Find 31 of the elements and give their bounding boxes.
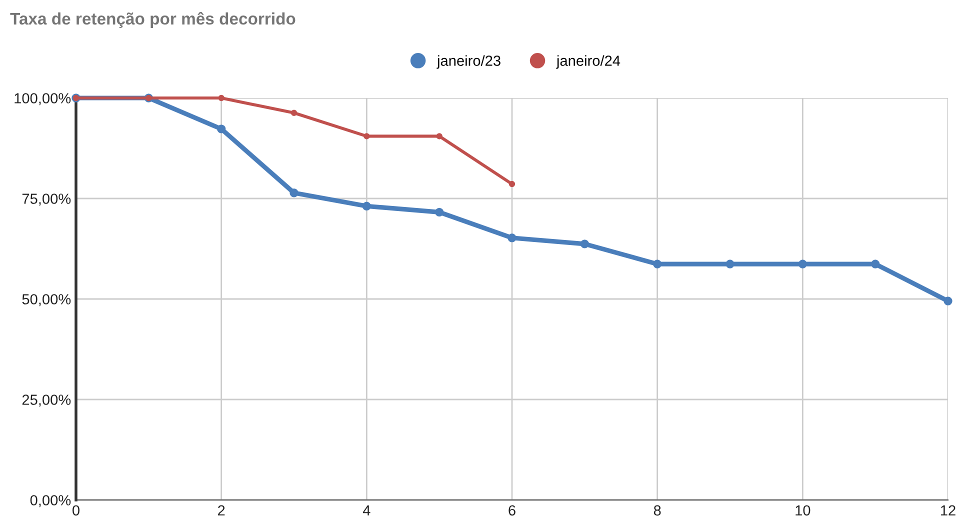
point xyxy=(870,260,880,268)
legend-label: janeiro/24 xyxy=(556,55,620,69)
point xyxy=(216,124,226,134)
x-tick-label: 8 xyxy=(654,505,661,516)
x-tick-label: 4 xyxy=(362,505,370,516)
point xyxy=(508,180,516,188)
point xyxy=(218,94,224,102)
chart-title: Taxa de retenção por mês decorrido xyxy=(10,12,296,28)
y-tick-label: 100,00% xyxy=(14,93,71,106)
point xyxy=(290,110,298,116)
point xyxy=(944,296,952,306)
point xyxy=(580,240,590,248)
y-tick-label: 0,00% xyxy=(30,495,71,508)
x-tick-label: 6 xyxy=(508,505,516,516)
point xyxy=(290,188,298,198)
y-tick-label: 25,00% xyxy=(22,394,71,407)
point xyxy=(652,260,662,268)
legend-label: janeiro/23 xyxy=(436,55,500,69)
point xyxy=(798,260,808,268)
x-tick-label: 10 xyxy=(796,505,810,516)
point xyxy=(364,133,370,140)
y-tick-label: 75,00% xyxy=(22,194,71,206)
point xyxy=(362,202,372,210)
point xyxy=(434,208,444,217)
x-tick-label: 2 xyxy=(218,505,225,516)
y-tick-label: 50,00% xyxy=(22,294,71,306)
x-tick-label: 12 xyxy=(941,505,956,516)
point xyxy=(508,234,516,242)
x-tick-label: 0 xyxy=(72,505,80,516)
point xyxy=(436,133,442,140)
point xyxy=(726,260,734,268)
